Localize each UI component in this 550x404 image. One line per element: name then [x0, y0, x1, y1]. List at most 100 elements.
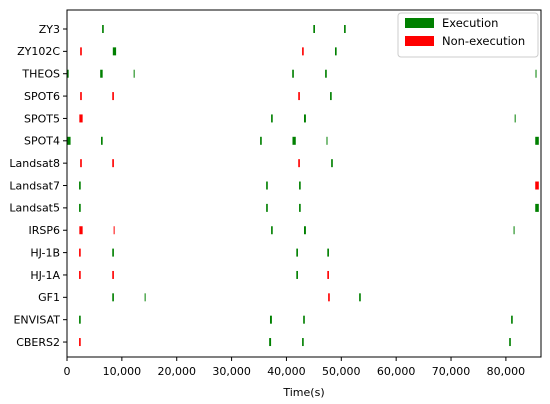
x-tick-label: 50,000 — [322, 365, 361, 378]
y-tick-label: GF1 — [38, 291, 60, 304]
execution-mark — [100, 69, 103, 78]
y-tick-label: SPOT6 — [24, 90, 60, 103]
plot-background — [67, 10, 541, 357]
non-execution-mark — [79, 338, 81, 347]
execution-mark — [79, 181, 81, 190]
non-execution-mark — [80, 92, 82, 101]
x-tick-label: 70,000 — [432, 365, 471, 378]
execution-mark — [101, 136, 103, 145]
execution-mark — [269, 338, 272, 347]
execution-mark — [269, 315, 272, 324]
execution-mark — [304, 114, 306, 123]
execution-mark — [513, 226, 515, 235]
y-axis: ZY3 ZY102C THEOS SPOT6 SPOT5 SPOT4 Landsat8 Lan… — [9, 23, 67, 349]
non-execution-mark — [112, 159, 114, 168]
non-execution-mark — [535, 181, 539, 190]
execution-mark — [327, 248, 329, 257]
execution-mark — [331, 159, 333, 168]
execution-mark — [112, 47, 117, 56]
non-execution-mark — [327, 270, 329, 279]
execution-mark — [299, 203, 301, 212]
execution-mark — [79, 203, 81, 212]
x-tick-label: 80,000 — [487, 365, 526, 378]
execution-mark — [112, 248, 114, 257]
execution-mark — [292, 69, 294, 78]
x-axis-label: Time(s) — [282, 386, 324, 399]
execution-mark — [271, 114, 273, 123]
legend: Execution Non-execution — [397, 12, 539, 58]
execution-mark — [330, 92, 332, 101]
non-execution-mark — [113, 226, 115, 235]
y-tick-label: Landsat8 — [9, 157, 60, 170]
x-tick-label: 20,000 — [157, 365, 196, 378]
non-execution-mark — [80, 47, 82, 56]
non-execution-mark — [302, 47, 304, 56]
execution-mark — [266, 181, 268, 190]
execution-mark — [67, 69, 69, 78]
x-axis: 0 10,000 20,000 30,000 40,000 50,000 60,000 70,… — [64, 357, 526, 378]
y-tick-label: IRSP6 — [28, 224, 60, 237]
execution-mark — [302, 338, 304, 347]
execution-mark — [359, 293, 361, 302]
execution-mark — [303, 315, 305, 324]
x-tick-label: 30,000 — [212, 365, 251, 378]
execution-mark — [535, 69, 537, 78]
execution-mark — [296, 270, 298, 279]
x-tick-label: 0 — [64, 365, 71, 378]
non-execution-mark — [79, 248, 81, 257]
execution-mark — [535, 203, 539, 212]
execution-mark — [67, 136, 71, 145]
execution-mark — [535, 136, 539, 145]
execution-mark — [326, 136, 328, 145]
non-execution-mark — [79, 114, 83, 123]
legend-swatch-execution — [405, 18, 434, 28]
execution-mark — [509, 338, 511, 347]
non-execution-mark — [112, 270, 114, 279]
legend-label-non-execution: Non-execution — [442, 34, 525, 48]
x-tick-label: 60,000 — [377, 365, 416, 378]
y-tick-label: SPOT5 — [24, 112, 60, 125]
y-tick-label: SPOT4 — [24, 135, 60, 148]
non-execution-mark — [79, 226, 83, 235]
execution-mark — [304, 226, 306, 235]
legend-label-execution: Execution — [442, 16, 498, 30]
execution-mark — [325, 69, 327, 78]
y-tick-label: THEOS — [21, 68, 60, 81]
execution-mark — [313, 25, 315, 33]
execution-mark — [260, 136, 262, 145]
execution-mark — [292, 136, 296, 145]
execution-mark — [133, 69, 135, 78]
legend-swatch-non-execution — [405, 36, 434, 46]
execution-mark — [144, 293, 146, 302]
non-execution-mark — [328, 293, 330, 302]
execution-mark — [102, 25, 104, 33]
non-execution-mark — [112, 92, 114, 101]
y-tick-label: ZY3 — [39, 23, 60, 36]
x-tick-label: 40,000 — [267, 365, 306, 378]
y-tick-label: HJ-1B — [30, 246, 60, 259]
y-tick-label: CBERS2 — [16, 336, 60, 349]
y-tick-label: ENVISAT — [13, 314, 60, 327]
non-execution-mark — [298, 92, 300, 101]
execution-mark — [296, 248, 298, 257]
execution-mark — [334, 47, 337, 56]
non-execution-mark — [79, 270, 81, 279]
execution-mark — [344, 25, 346, 33]
x-tick-label: 10,000 — [103, 365, 142, 378]
execution-mark — [79, 315, 81, 324]
y-tick-label: Landsat7 — [9, 179, 60, 192]
y-tick-label: Landsat5 — [9, 202, 60, 215]
execution-mark — [271, 226, 273, 235]
event-marks — [67, 25, 539, 347]
execution-mark — [511, 315, 513, 324]
execution-mark — [514, 114, 516, 123]
non-execution-mark — [80, 159, 82, 168]
execution-mark — [299, 181, 301, 190]
plot-frame — [66, 9, 542, 358]
y-tick-label: ZY102C — [17, 45, 60, 58]
y-tick-label: HJ-1A — [30, 269, 60, 282]
non-execution-mark — [298, 159, 300, 168]
execution-mark — [266, 203, 268, 212]
execution-mark — [112, 293, 114, 302]
